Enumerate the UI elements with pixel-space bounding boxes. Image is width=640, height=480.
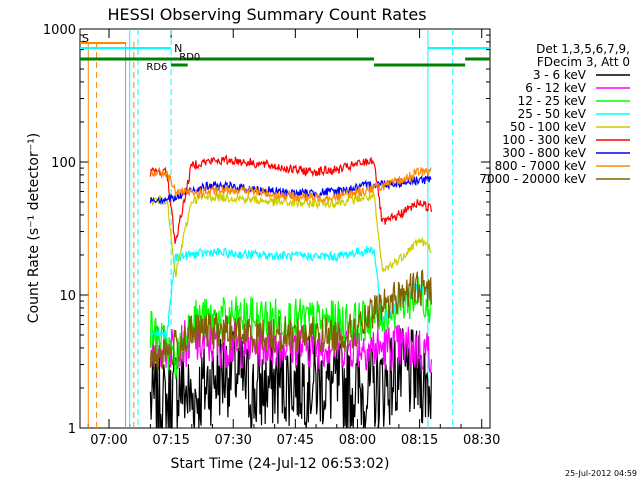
legend-header-line-2: FDecim 3, Att 0 bbox=[537, 55, 630, 69]
saa-label: S bbox=[82, 32, 89, 45]
legend-label: 100 - 300 keV bbox=[502, 133, 586, 147]
legend-header-line-1: Det 1,3,5,6,7,9, bbox=[536, 42, 630, 56]
plot-frame bbox=[79, 28, 491, 429]
legend-label: 6 - 12 keV bbox=[525, 81, 587, 95]
legend-label: 3 - 6 keV bbox=[533, 68, 587, 82]
x-tick-label: 08:00 bbox=[339, 433, 376, 448]
x-tick-label: 07:00 bbox=[90, 433, 127, 448]
footer-timestamp: 25-Jul-2012 04:59 bbox=[565, 469, 637, 478]
x-tick-label: 08:15 bbox=[401, 433, 438, 448]
x-axis-label: Start Time (24-Jul-12 06:53:02) bbox=[170, 456, 389, 472]
y-tick-label: 1000 bbox=[43, 23, 76, 38]
time-markers bbox=[87, 29, 454, 428]
x-tick-label: 07:15 bbox=[152, 433, 189, 448]
series-line bbox=[149, 154, 432, 244]
series-line bbox=[150, 166, 432, 204]
rd0-label: RD0 bbox=[179, 52, 200, 63]
y-tick-label: 1 bbox=[68, 422, 76, 437]
series-line bbox=[150, 246, 432, 340]
x-tick-label: 07:30 bbox=[214, 433, 251, 448]
legend: Det 1,3,5,6,7,9, FDecim 3, Att 0 3 - 6 k… bbox=[479, 42, 630, 186]
legend-label: 300 - 800 keV bbox=[502, 146, 586, 160]
x-tick-label: 08:30 bbox=[463, 433, 500, 448]
x-tick-label: 07:45 bbox=[277, 433, 314, 448]
x-axis-ticks: 07:00 07:15 07:30 07:45 08:00 08:15 08:30 bbox=[87, 29, 500, 448]
series-line bbox=[149, 324, 432, 429]
night-label: N bbox=[174, 42, 182, 55]
legend-label: 7000 - 20000 keV bbox=[479, 172, 586, 186]
y-tick-label: 100 bbox=[51, 156, 76, 171]
chart-title: HESSI Observing Summary Count Rates bbox=[107, 5, 426, 24]
series-line bbox=[149, 190, 432, 278]
legend-label: 12 - 25 keV bbox=[518, 94, 587, 108]
y-axis-label: Count Rate (s⁻¹ detector⁻¹) bbox=[26, 133, 42, 323]
series-group bbox=[149, 154, 432, 429]
y-tick-label: 10 bbox=[59, 289, 76, 304]
y-axis-ticks: 1 10 100 1000 bbox=[43, 23, 490, 437]
series-line bbox=[149, 268, 432, 371]
rd6-label: RD6 bbox=[146, 62, 167, 73]
legend-label: 50 - 100 keV bbox=[510, 120, 587, 134]
legend-label: 25 - 50 keV bbox=[518, 107, 587, 121]
legend-label: 800 - 7000 keV bbox=[495, 159, 587, 173]
